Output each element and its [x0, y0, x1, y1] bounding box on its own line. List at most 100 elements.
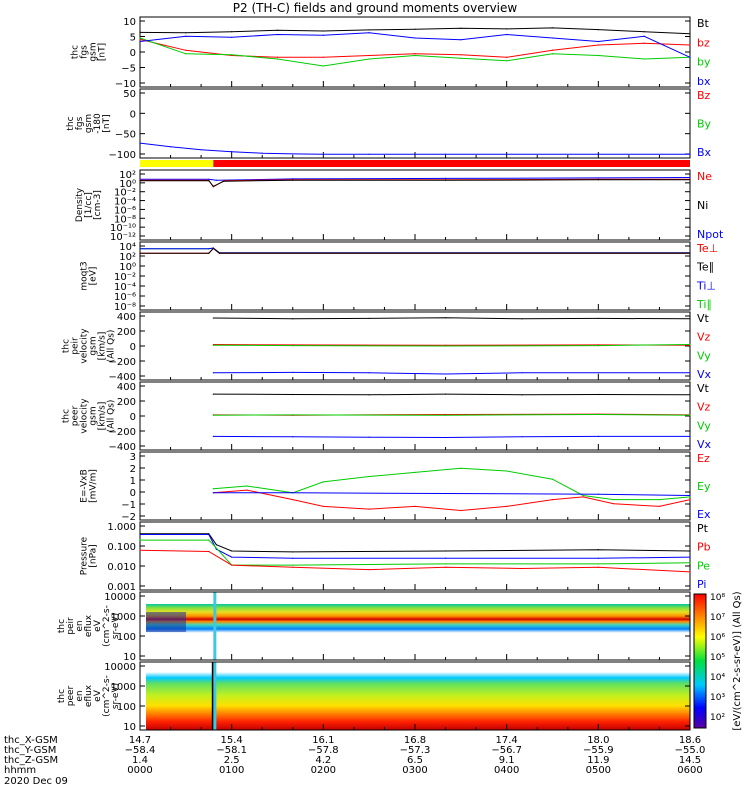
data-point — [246, 489, 248, 491]
data-point — [689, 496, 691, 498]
data-point — [139, 539, 141, 541]
data-point — [276, 33, 279, 36]
y-axis-label-line: sr-eV) — [111, 683, 121, 709]
data-point — [460, 57, 462, 59]
x-row-label: thc_Z-GSM — [4, 755, 58, 766]
y-axis-label-line: peer — [71, 405, 81, 426]
data-point — [597, 549, 599, 551]
data-point — [292, 178, 294, 180]
data-point — [414, 37, 416, 39]
x-row-value: 2.5 — [224, 755, 240, 766]
series-line — [140, 247, 690, 254]
x-row-label: thc_X-GSM — [4, 735, 58, 746]
y-tick-label: 10⁻⁸ — [114, 302, 136, 313]
data-point — [292, 564, 294, 566]
data-point — [444, 177, 447, 179]
y-tick-label: 0 — [130, 342, 136, 353]
data-point — [246, 485, 248, 487]
data-point — [212, 435, 214, 437]
panel-frame — [139, 241, 691, 311]
legend-entry: Ey — [697, 480, 711, 493]
y-tick-label: 10⁻⁸ — [114, 214, 136, 225]
x-axis: thc_X-GSM 14.7 15.4 16.1 16.8 17.4 18.0 18.6 thc… — [4, 735, 705, 787]
data-point — [368, 153, 370, 155]
data-point — [231, 54, 233, 56]
data-point — [292, 566, 294, 568]
y-axis-label: thc fgs gsm [nT] — [71, 42, 108, 61]
y-axis-label-line: peer — [66, 685, 76, 706]
data-point — [212, 344, 214, 346]
colorbar-tick-label: 10² — [710, 713, 725, 723]
data-point — [414, 53, 416, 55]
data-point — [231, 36, 233, 38]
x-row-value: 0600 — [677, 765, 702, 776]
colorbar-tick-label: 10⁷ — [710, 613, 725, 623]
data-point — [597, 317, 599, 320]
y-tick-label: 10⁻⁴ — [114, 282, 136, 293]
x-row-value: 0500 — [586, 765, 611, 776]
data-point — [689, 550, 691, 552]
data-point — [689, 499, 691, 501]
mode-bar — [140, 160, 691, 167]
data-point — [506, 470, 508, 472]
colorbar-tick-label: 10⁴ — [710, 673, 725, 683]
y-tick-label: −1 — [121, 500, 136, 511]
x-row-value: 4.2 — [315, 755, 331, 766]
y-tick-label: 10000 — [104, 662, 136, 673]
series-line — [139, 549, 691, 573]
x-row-value: −55.9 — [583, 745, 614, 756]
data-point — [212, 414, 214, 416]
x-row-value: 16.1 — [312, 735, 334, 746]
legend-entry: Bz — [697, 89, 711, 102]
data-point — [597, 372, 599, 374]
legend-entry: Vz — [697, 331, 711, 344]
data-point — [658, 499, 661, 501]
data-point — [597, 563, 599, 565]
data-point — [139, 180, 141, 182]
series-line — [213, 393, 691, 396]
data-point — [444, 414, 447, 416]
data-point — [368, 436, 370, 438]
data-point — [215, 544, 217, 546]
data-point — [276, 29, 279, 31]
data-point — [689, 343, 691, 346]
data-point — [444, 550, 447, 552]
data-point — [139, 178, 141, 180]
legend-entry: Vt — [697, 382, 710, 395]
panel-frame — [139, 451, 691, 521]
data-point — [551, 478, 554, 480]
colorbar-scale — [693, 593, 707, 729]
colorbar-tick-label: 10⁸ — [710, 593, 725, 603]
data-point — [597, 44, 599, 46]
y-axis-label-line: [nT] — [98, 43, 108, 61]
y-tick-label: 10⁰ — [119, 262, 136, 273]
data-point — [613, 499, 615, 501]
data-point — [185, 35, 187, 37]
panel-fgs_gsm_offset: 50 0 −50 −100 thc fgs gsm -180 [nT] Bz By Bx — [66, 88, 712, 161]
data-point — [208, 550, 210, 553]
heatmap-transition — [213, 592, 217, 660]
colorbar-label: [eV/(cm^2-s-sr-eV)] (All Qs) — [732, 591, 743, 730]
data-point — [444, 153, 447, 155]
y-tick-label: 10000 — [104, 592, 136, 603]
y-tick-label: 10² — [119, 252, 136, 263]
x-row-value: −57.3 — [400, 745, 431, 756]
data-point — [292, 318, 294, 320]
y-tick-label: 10⁻¹⁰ — [110, 223, 136, 234]
data-point — [597, 413, 599, 416]
mode-bar-segment — [140, 160, 214, 167]
colorbar-tick-label: 10⁵ — [710, 653, 725, 663]
data-point — [689, 153, 691, 155]
data-point — [368, 394, 370, 396]
legend-entry: Vt — [697, 312, 710, 325]
y-tick-label: 10⁴ — [119, 242, 136, 253]
data-point — [292, 371, 294, 374]
y-axis-label-line: [nT] — [102, 114, 112, 132]
y-axis-label-line: [km/s] — [98, 332, 108, 361]
legend-entry: bx — [697, 75, 711, 88]
y-tick-label: 0.010 — [107, 562, 136, 573]
legend-entry: By — [697, 118, 712, 131]
legend-entry: Vx — [697, 368, 712, 381]
data-point — [597, 179, 599, 181]
